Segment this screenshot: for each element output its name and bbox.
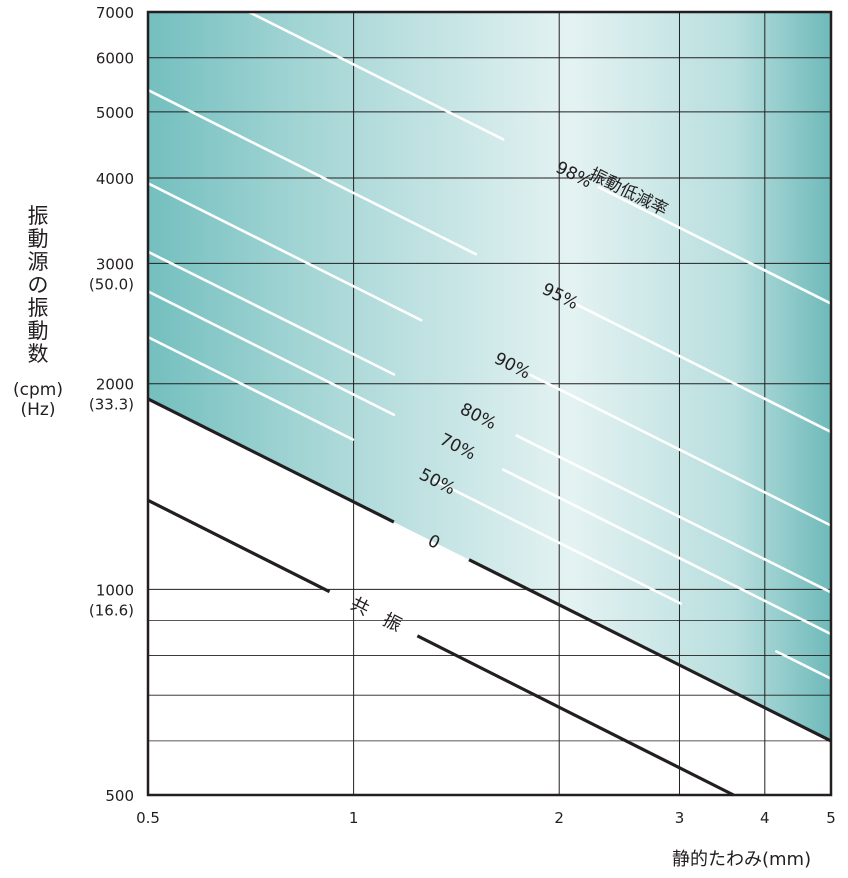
y-tick-label-7000: 7000 (96, 4, 134, 22)
y-tick-label-2000: 2000 (96, 376, 134, 394)
y-tick-label-4000: 4000 (96, 170, 134, 188)
zero-line-seg-0 (147, 397, 395, 524)
y-tick-label-5000: 5000 (96, 104, 134, 122)
y-axis-unit-cpm: (cpm) (13, 380, 63, 400)
x-tick-label-5: 5 (826, 809, 836, 827)
x-tick-label-3: 3 (675, 809, 685, 827)
contour-50%-seg-1 (433, 479, 683, 605)
y-tick-label-500: 500 (105, 787, 134, 805)
x-axis-label: 静的たわみ(mm) (672, 849, 812, 870)
contour-95%-seg-1 (570, 300, 831, 434)
zero-line-seg-1 (468, 558, 832, 743)
y-axis-label-char: 動 (27, 227, 49, 251)
y-tick-label-1000: 1000 (96, 581, 134, 599)
contour-90%-seg-0 (148, 181, 423, 322)
contour-50%-seg-0 (148, 335, 355, 441)
contour-70%-seg-0 (148, 290, 396, 417)
y-axis-label-char: 振 (27, 296, 49, 320)
y-axis-label-char: 数 (27, 342, 49, 366)
y-axis-label-block: 振動源の振動数 (cpm) (Hz) (8, 205, 68, 421)
isolation-region (148, 12, 831, 741)
resonance-line-seg-0 (147, 498, 331, 594)
contour-lines (148, 12, 831, 680)
x-tick-label-2: 2 (554, 809, 564, 827)
contour-98%-seg-1 (597, 185, 831, 305)
axis-ticks: 0.5 1 2 3 4 5 500 1000 (16.6) 2000 (33.3) 3000 (50.0… (89, 4, 836, 827)
contour-98%-seg-0 (245, 12, 505, 141)
y-tick-sublabel-3000: (50.0) (89, 275, 134, 293)
contour-90%-seg-1 (529, 373, 831, 527)
series-lines (147, 12, 832, 797)
y-axis-label: 振動源の振動数 (8, 205, 68, 366)
contour-70%-seg-1 (501, 468, 831, 636)
y-tick-sublabel-1000: (16.6) (89, 601, 134, 619)
y-axis-label-char: 動 (27, 319, 49, 343)
label-resonance: 共 振 (347, 593, 405, 636)
grid (148, 12, 831, 795)
x-tick-label-4: 4 (760, 809, 770, 827)
y-tick-sublabel-2000: (33.3) (89, 396, 134, 414)
isolation-region-fill (148, 12, 831, 741)
y-tick-label-6000: 6000 (96, 50, 134, 68)
resonance-line-seg-1 (416, 634, 735, 797)
y-axis-unit-hz: (Hz) (20, 400, 56, 420)
y-axis-units: (cpm) (Hz) (8, 380, 68, 420)
contour-50%-seg-2 (775, 650, 831, 680)
plot-frame (146, 10, 833, 797)
x-tick-label-1: 1 (349, 809, 359, 827)
y-axis-label-char: 振 (27, 204, 49, 228)
contour-80%-seg-0 (148, 250, 396, 376)
contour-80%-seg-1 (515, 434, 831, 594)
contour-95%-seg-0 (148, 88, 478, 256)
y-axis-label-char: 源 (27, 250, 49, 274)
x-tick-label-0.5: 0.5 (136, 809, 160, 827)
y-tick-label-3000: 3000 (96, 255, 134, 273)
y-axis-label-char: の (27, 273, 49, 297)
